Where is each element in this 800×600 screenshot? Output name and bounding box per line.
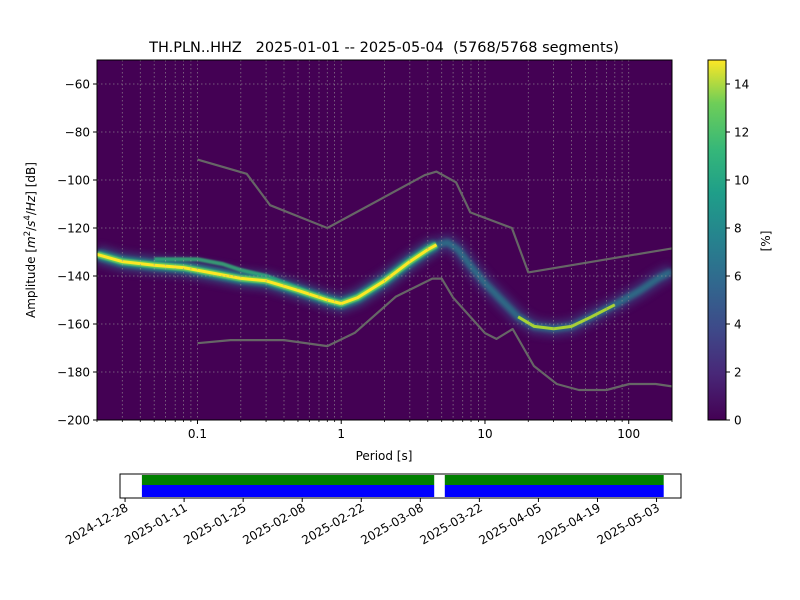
colorbar-tick-label: 14 <box>734 78 749 92</box>
timeline-tick-label: 2025-05-03 <box>595 500 662 547</box>
data-coverage-timeline: 2024-12-282025-01-112025-01-252025-02-08… <box>63 473 682 547</box>
timeline-tick-label: 2025-03-08 <box>358 500 425 547</box>
colorbar <box>707 59 727 421</box>
timeline-tick-label: 2025-01-11 <box>122 500 189 547</box>
noise-model-layer <box>197 158 672 392</box>
colorbar-tick-label: 4 <box>734 318 742 332</box>
x-axis-label: Period [s] <box>356 449 413 463</box>
y-axis-label: Amplitude [m2/s4/Hz] [dB] <box>23 162 38 318</box>
coverage-bar-bottom <box>141 485 435 497</box>
coverage-bar-bottom <box>444 485 664 497</box>
x-axis: 0.1 1 10 100 <box>96 420 673 441</box>
timeline-tick-label: 2025-02-22 <box>299 500 366 547</box>
colorbar-tick-label: 12 <box>734 126 749 140</box>
y-tick-label: −140 <box>57 270 90 284</box>
colorbar-tick-label: 6 <box>734 270 742 284</box>
x-tick-label: 0.1 <box>188 427 207 441</box>
timeline-tick-label: 2025-02-08 <box>240 500 307 547</box>
x-tick-label: 100 <box>617 427 640 441</box>
chart-title: TH.PLN..HHZ 2025-01-01 -- 2025-05-04 (57… <box>148 40 619 56</box>
timeline-tick-label: 2024-12-28 <box>63 500 130 547</box>
density-mode-line <box>97 243 438 306</box>
y-tick-label: −100 <box>57 174 90 188</box>
timeline-tick-label: 2025-04-19 <box>536 500 603 547</box>
x-tick-label: 1 <box>337 427 345 441</box>
low-noise-model-line <box>197 277 672 392</box>
colorbar-tick-label: 2 <box>734 366 742 380</box>
high-noise-model-line <box>197 158 672 274</box>
density-layer <box>97 234 672 337</box>
coverage-bar-top <box>141 475 435 485</box>
colorbar-tick-label: 0 <box>734 414 742 428</box>
coverage-layer <box>141 475 664 497</box>
colorbar-axis: 0 2 4 6 8 10 12 14 <box>726 78 749 428</box>
timeline-axis: 2024-12-282025-01-112025-01-252025-02-08… <box>63 498 662 547</box>
y-tick-label: −200 <box>57 414 90 428</box>
timeline-tick-label: 2025-03-22 <box>417 500 484 547</box>
colorbar-tick-label: 8 <box>734 222 742 236</box>
y-tick-label: −60 <box>65 78 90 92</box>
timeline-tick-label: 2025-04-05 <box>477 500 544 547</box>
colorbar-tick-label: 10 <box>734 174 749 188</box>
colorbar-label: [%] <box>759 231 773 252</box>
density-tail-mode-line <box>517 303 616 331</box>
y-tick-label: −80 <box>65 126 90 140</box>
y-axis: −200 −180 −160 −140 −120 −100 −80 −60 <box>57 78 97 428</box>
y-tick-label: −160 <box>57 318 90 332</box>
x-tick-label: 10 <box>477 427 492 441</box>
coverage-bar-top <box>444 475 664 485</box>
y-tick-label: −180 <box>57 366 90 380</box>
timeline-tick-label: 2025-01-25 <box>181 500 248 547</box>
y-tick-label: −120 <box>57 222 90 236</box>
